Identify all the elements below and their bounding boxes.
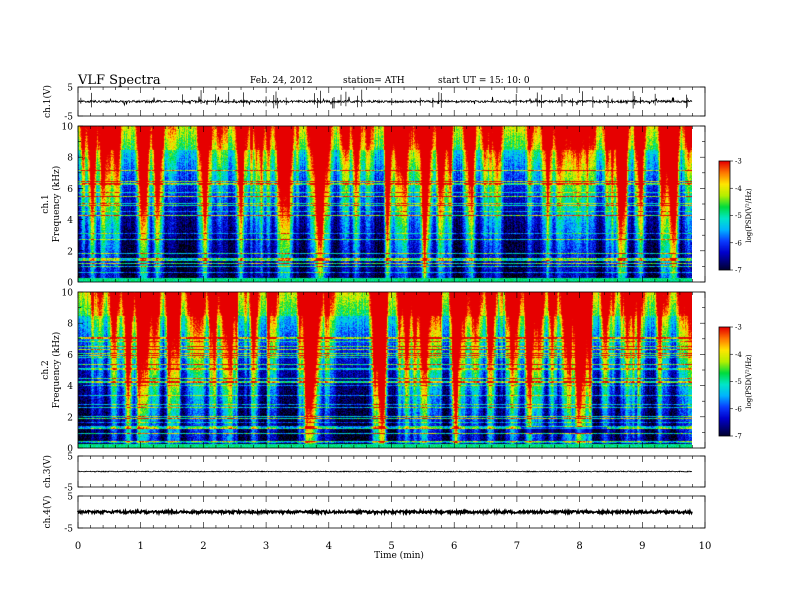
- x-tick-label: 9: [639, 541, 645, 552]
- y-tick-label: 8: [67, 320, 73, 330]
- colorbar-tick-label: -4: [735, 351, 742, 359]
- x-tick-label: 2: [200, 541, 206, 552]
- x-tick-label: 10: [699, 541, 712, 552]
- x-tick-label: 5: [388, 541, 394, 552]
- y-tick-label: 5: [67, 84, 73, 94]
- colorbar-1: [719, 161, 730, 270]
- colorbar-tick-label: -4: [735, 185, 742, 193]
- ch4-waveform-trace: [77, 507, 693, 517]
- y-axis-label: ch.3(V): [42, 455, 53, 488]
- ch2-spectrogram-heatmap: [78, 292, 692, 448]
- y-axis-label: Frequency (kHz): [51, 166, 62, 243]
- y-tick-label: -5: [64, 484, 73, 494]
- x-tick-label: 1: [138, 541, 144, 552]
- colorbar-tick-label: -6: [735, 405, 742, 413]
- colorbar-tick-label: -3: [735, 158, 742, 166]
- colorbar-tick-label: -7: [735, 433, 742, 441]
- y-tick-label: 4: [67, 216, 73, 226]
- date-label: Feb. 24, 2012: [250, 76, 313, 86]
- chart-title: VLF Spectra: [78, 73, 161, 88]
- colorbar-tick-label: -7: [735, 267, 742, 275]
- ch1-waveform-trace: [77, 96, 693, 107]
- y-tick-label: 10: [62, 289, 74, 299]
- y-tick-label: 5: [67, 493, 73, 503]
- x-tick-label: 3: [263, 541, 269, 552]
- colorbar-tick-label: -5: [735, 212, 742, 220]
- colorbar-label: log(PSD(V²/Hz): [745, 354, 753, 409]
- colorbar-tick-label: -5: [735, 378, 742, 386]
- ch3-waveform-trace: [77, 470, 693, 473]
- y-axis-label: ch.4(V): [42, 496, 53, 529]
- y-tick-label: 2: [67, 413, 73, 423]
- x-tick-label: 4: [326, 541, 332, 552]
- colorbar-tick-label: -6: [735, 239, 742, 247]
- y-axis-label: ch.2: [41, 360, 51, 379]
- y-tick-label: 8: [67, 154, 73, 164]
- colorbar-label: log(PSD(V²/Hz): [745, 188, 753, 243]
- y-tick-label: 0: [67, 279, 73, 289]
- x-tick-label: 8: [576, 541, 582, 552]
- y-axis-label: ch.1(V): [42, 85, 53, 118]
- y-tick-label: 6: [67, 185, 73, 195]
- x-tick-label: 0: [75, 541, 81, 552]
- station-label: station= ATH: [343, 76, 405, 86]
- colorbar-tick-label: -3: [735, 324, 742, 332]
- y-axis-label: Frequency (kHz): [51, 332, 62, 409]
- y-tick-label: 4: [67, 382, 73, 392]
- x-axis-label: Time (min): [374, 550, 424, 561]
- x-tick-label: 7: [514, 541, 520, 552]
- colorbar-2: [719, 327, 730, 436]
- y-tick-label: -5: [64, 525, 73, 535]
- start-time-label: start UT = 15: 10: 0: [438, 76, 530, 86]
- y-tick-label: 6: [67, 351, 73, 361]
- ch1-spectrogram-heatmap: [78, 126, 692, 282]
- x-tick-label: 6: [451, 541, 457, 552]
- y-axis-label: ch.1: [41, 194, 51, 213]
- y-tick-label: 5: [67, 453, 73, 463]
- y-tick-label: -5: [64, 113, 73, 123]
- y-tick-label: 10: [62, 123, 74, 133]
- y-tick-label: 2: [67, 247, 73, 257]
- y-tick-label: 0: [67, 445, 73, 455]
